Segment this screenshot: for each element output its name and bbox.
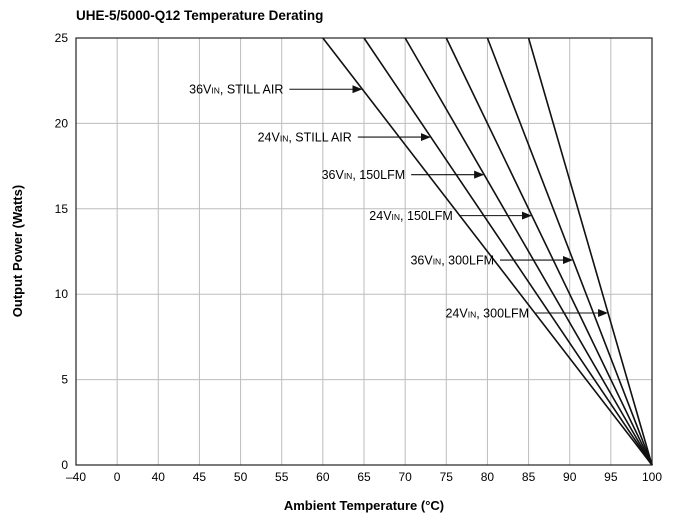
annotation: 36VIN, 150LFM (322, 168, 485, 182)
x-tick-label: 100 (642, 470, 662, 484)
annotation: 24VIN, STILL AIR (258, 131, 431, 145)
series-line (527, 37, 653, 466)
y-tick-label: 0 (61, 458, 68, 472)
annotation: 24VIN, 150LFM (369, 209, 532, 223)
x-tick-label: 50 (234, 470, 248, 484)
y-tick-label: 10 (55, 287, 69, 301)
y-tick-label: 15 (55, 202, 69, 216)
x-tick-label: 45 (193, 470, 207, 484)
series-lines (322, 37, 653, 466)
chart-title: UHE-5/5000-Q12 Temperature Derating (76, 8, 323, 23)
x-tick-labels: –40 0 40 45 50 55 60 65 70 75 80 85 90 95 100 (66, 470, 662, 484)
annotation-label: 24VIN, 150LFM (369, 209, 453, 223)
x-tick-label: 60 (316, 470, 330, 484)
x-tick-label: 65 (357, 470, 371, 484)
annotation-label: 36VIN, 300LFM (410, 254, 494, 268)
y-tick-label: 25 (55, 31, 69, 45)
annotation: 36VIN, 300LFM (410, 254, 574, 268)
annotation: 24VIN, 300LFM (445, 306, 609, 320)
series-line (486, 37, 653, 466)
x-tick-label: –40 (66, 470, 86, 484)
y-tick-label: 5 (61, 373, 68, 387)
x-tick-label: 75 (440, 470, 454, 484)
series-line (445, 37, 653, 466)
x-tick-label: 70 (398, 470, 412, 484)
annotation-label: 36VIN, 150LFM (322, 168, 406, 182)
annotation: 36VIN, STILL AIR (189, 83, 363, 97)
annotations: 36VIN, STILL AIR 24VIN, STILL AIR 36VIN, 1… (189, 83, 609, 320)
x-tick-label: 80 (481, 470, 495, 484)
grid (76, 38, 652, 465)
annotation-label: 24VIN, 300LFM (445, 306, 529, 320)
series-line (404, 37, 653, 466)
annotation-label: 24VIN, STILL AIR (258, 131, 352, 145)
x-tick-label: 40 (152, 470, 166, 484)
x-tick-label: 85 (522, 470, 536, 484)
x-tick-label: 95 (604, 470, 618, 484)
y-tick-labels: 0 5 10 15 20 25 (55, 31, 69, 472)
y-tick-label: 20 (55, 116, 69, 130)
series-line (363, 37, 653, 466)
series-line (322, 37, 653, 466)
annotation-label: 36VIN, STILL AIR (189, 83, 283, 97)
x-tick-label: 0 (114, 470, 121, 484)
y-axis-label: Output Power (Watts) (10, 185, 25, 317)
x-axis-label: Ambient Temperature (°C) (284, 498, 444, 513)
x-tick-label: 55 (275, 470, 289, 484)
x-tick-label: 90 (563, 470, 577, 484)
